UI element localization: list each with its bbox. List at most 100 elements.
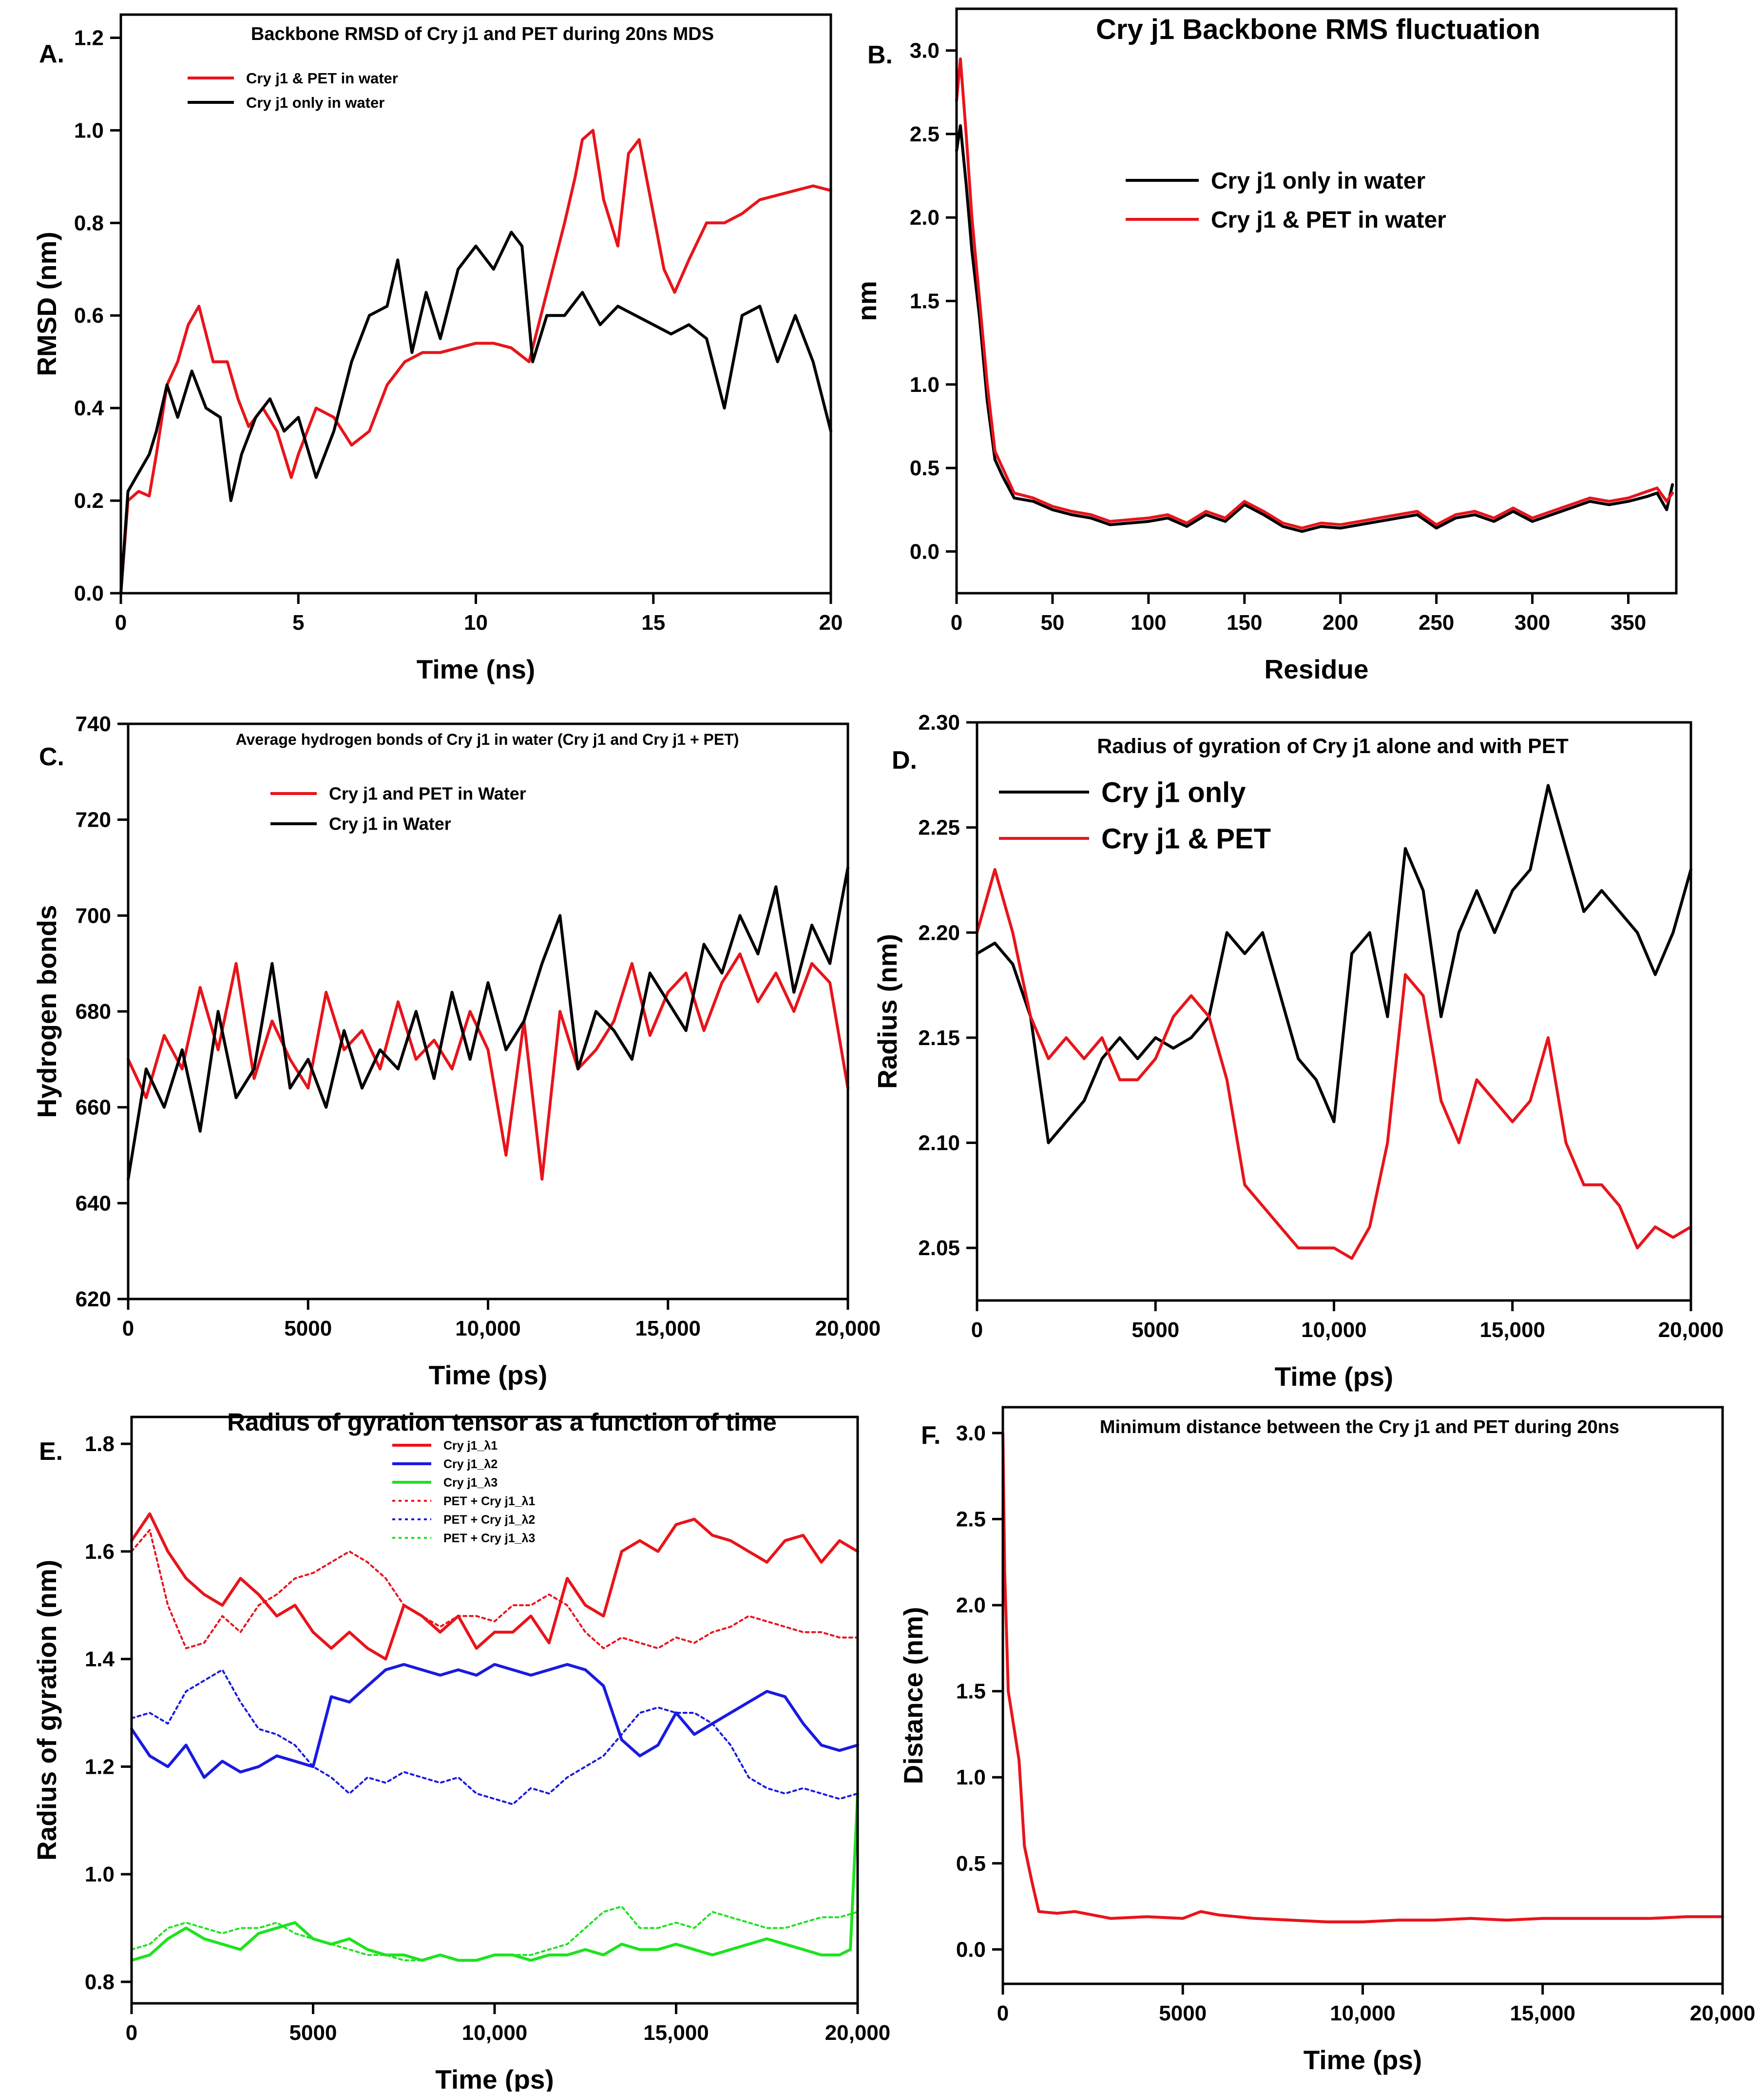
y-axis-label: Radius (nm) bbox=[872, 934, 902, 1089]
x-axis-label: Time (ps) bbox=[429, 1360, 547, 1390]
y-tick-label: 2.0 bbox=[956, 1593, 986, 1617]
legend-label: Cry j1 only bbox=[1101, 776, 1246, 808]
legend: Cry j1_λ1 Cry j1_λ2 Cry j1_λ3 PET + Cry j1_… bbox=[392, 1439, 535, 1545]
x-tick-label: 20 bbox=[819, 611, 843, 635]
legend-label: PET + Cry j1_λ3 bbox=[443, 1532, 535, 1545]
chart-title: Radius of gyration tensor as a function … bbox=[227, 1408, 777, 1436]
x-axis-label: Time (ps) bbox=[1304, 2045, 1422, 2075]
data-series-line bbox=[1001, 1432, 1724, 1923]
panel-label: F. bbox=[921, 1421, 940, 1450]
x-axis-label: Time (ps) bbox=[1275, 1361, 1393, 1392]
y-axis-label: Distance (nm) bbox=[898, 1607, 928, 1784]
y-tick-label: 3.0 bbox=[910, 39, 940, 63]
y-tick-label: 1.6 bbox=[85, 1540, 115, 1564]
y-tick-label: 1.4 bbox=[85, 1648, 115, 1671]
panel-label: B. bbox=[867, 41, 893, 69]
data-series-line bbox=[131, 1668, 859, 1805]
data-series-line bbox=[130, 1792, 859, 1962]
x-tick-label: 20,000 bbox=[825, 2021, 891, 2045]
x-tick-label: 10,000 bbox=[1330, 2001, 1396, 2025]
y-tick-label: 2.05 bbox=[918, 1236, 960, 1260]
x-tick-label: 0 bbox=[971, 1318, 983, 1342]
x-tick-label: 15,000 bbox=[1510, 2001, 1575, 2025]
x-tick-label: 15,000 bbox=[643, 2021, 709, 2045]
legend-label: Cry j1_λ1 bbox=[443, 1439, 498, 1453]
x-tick-label: 20,000 bbox=[1658, 1318, 1724, 1342]
data-series-line bbox=[130, 1512, 859, 1661]
x-tick-label: 0 bbox=[126, 2021, 137, 2045]
legend-label: Cry j1 & PET in water bbox=[1211, 207, 1446, 233]
panel-label: A. bbox=[39, 40, 64, 68]
legend: Cry j1 only in water Cry j1 & PET in wate… bbox=[1126, 168, 1446, 233]
chart-title: Radius of gyration of Cry j1 alone and w… bbox=[1097, 735, 1569, 758]
data-series-line bbox=[955, 57, 1674, 530]
chart-panel-b: B. 0 50 100 150 200 250 300 350 0.0 0.5 1.0 1.5 2.0 2.… bbox=[852, 7, 1678, 684]
chart-panel-c: C. 0 5000 10,000 15,000 20,000 620 640 660 680 700… bbox=[32, 712, 881, 1390]
y-tick-label: 0.0 bbox=[74, 582, 104, 605]
x-tick-label: 5000 bbox=[284, 1317, 332, 1340]
y-tick-label: 2.5 bbox=[956, 1508, 986, 1532]
chart-title: Minimum distance between the Cry j1 and … bbox=[1100, 1417, 1619, 1437]
y-tick-label: 640 bbox=[76, 1191, 111, 1215]
x-tick-label: 15,000 bbox=[1479, 1318, 1545, 1342]
data-series-line bbox=[119, 231, 832, 595]
data-series-line bbox=[127, 866, 849, 1181]
chart-panel-e: E. 0 5000 10,000 15,000 20,000 0.8 1.0 1.2 1.4 1.6… bbox=[32, 1408, 891, 2094]
y-tick-label: 0.2 bbox=[74, 489, 104, 513]
y-tick-label: 0.5 bbox=[910, 456, 940, 480]
plot-frame bbox=[1001, 1406, 1724, 1985]
data-series-line bbox=[127, 952, 849, 1181]
panel-label: D. bbox=[892, 746, 917, 775]
legend-label: PET + Cry j1_λ2 bbox=[443, 1513, 535, 1527]
plot-frame bbox=[976, 721, 1692, 1302]
y-tick-label: 680 bbox=[76, 1000, 111, 1024]
x-axis-label: Time (ps) bbox=[435, 2064, 554, 2092]
y-tick-label: 0.8 bbox=[85, 1970, 115, 1994]
x-axis-label: Time (ns) bbox=[417, 654, 535, 684]
x-tick-label: 0 bbox=[122, 1317, 134, 1340]
legend-label: Cry j1 only in water bbox=[1211, 168, 1425, 194]
y-tick-label: 0.0 bbox=[956, 1938, 986, 1961]
y-axis-label: Hydrogen bonds bbox=[32, 905, 62, 1118]
x-tick-label: 0 bbox=[997, 2001, 1009, 2025]
data-series-line bbox=[976, 784, 1692, 1144]
y-tick-label: 2.0 bbox=[910, 206, 940, 230]
panel-label: C. bbox=[39, 743, 64, 771]
y-tick-label: 1.8 bbox=[85, 1432, 115, 1456]
y-tick-label: 1.5 bbox=[910, 290, 940, 313]
data-series-line bbox=[955, 124, 1674, 533]
data-series-line bbox=[131, 1529, 859, 1649]
legend: Cry j1 only Cry j1 & PET bbox=[999, 776, 1271, 854]
legend-label: Cry j1 in Water bbox=[329, 814, 451, 834]
y-tick-label: 1.2 bbox=[85, 1755, 115, 1779]
y-tick-label: 2.25 bbox=[918, 816, 960, 840]
x-tick-label: 100 bbox=[1131, 611, 1166, 635]
y-tick-label: 720 bbox=[76, 808, 111, 832]
y-tick-label: 1.0 bbox=[956, 1765, 986, 1789]
chart-title: Backbone RMSD of Cry j1 and PET during 2… bbox=[251, 24, 714, 44]
chart-panel-d: D. 0 5000 10,000 15,000 20,000 2.05 2.10 2.15 2.2… bbox=[872, 711, 1724, 1392]
chart-panel-a: A. 0 5 10 15 20 0.0 0.2 0.4 0.6 0.8 1.0 1.2 Time (ns)… bbox=[32, 13, 843, 684]
x-tick-label: 10,000 bbox=[1301, 1318, 1367, 1342]
legend-label: Cry j1_λ3 bbox=[443, 1476, 498, 1490]
y-tick-label: 0.8 bbox=[74, 211, 104, 235]
legend-label: Cry j1_λ2 bbox=[443, 1457, 498, 1471]
y-tick-label: 1.0 bbox=[74, 118, 104, 142]
x-tick-label: 300 bbox=[1515, 611, 1550, 635]
y-tick-label: 700 bbox=[76, 904, 111, 928]
y-tick-label: 660 bbox=[76, 1096, 111, 1120]
y-tick-label: 1.0 bbox=[910, 373, 940, 397]
legend: Cry j1 & PET in water Cry j1 only in wate… bbox=[188, 70, 398, 111]
y-tick-label: 3.0 bbox=[956, 1421, 986, 1445]
y-tick-label: 1.0 bbox=[85, 1862, 115, 1886]
y-tick-label: 1.2 bbox=[74, 26, 104, 50]
data-series-line bbox=[130, 1663, 859, 1779]
y-tick-label: 0.4 bbox=[74, 396, 104, 420]
chart-panel-f: F. 0 5000 10,000 15,000 20,000 0.0 0.5 1.0 1.5 2.0… bbox=[898, 1406, 1755, 2075]
legend-label: Cry j1 & PET bbox=[1101, 823, 1271, 854]
chart-title: Average hydrogen bonds of Cry j1 in wate… bbox=[236, 731, 739, 748]
data-series-line bbox=[976, 868, 1692, 1260]
x-tick-label: 15 bbox=[641, 611, 665, 635]
